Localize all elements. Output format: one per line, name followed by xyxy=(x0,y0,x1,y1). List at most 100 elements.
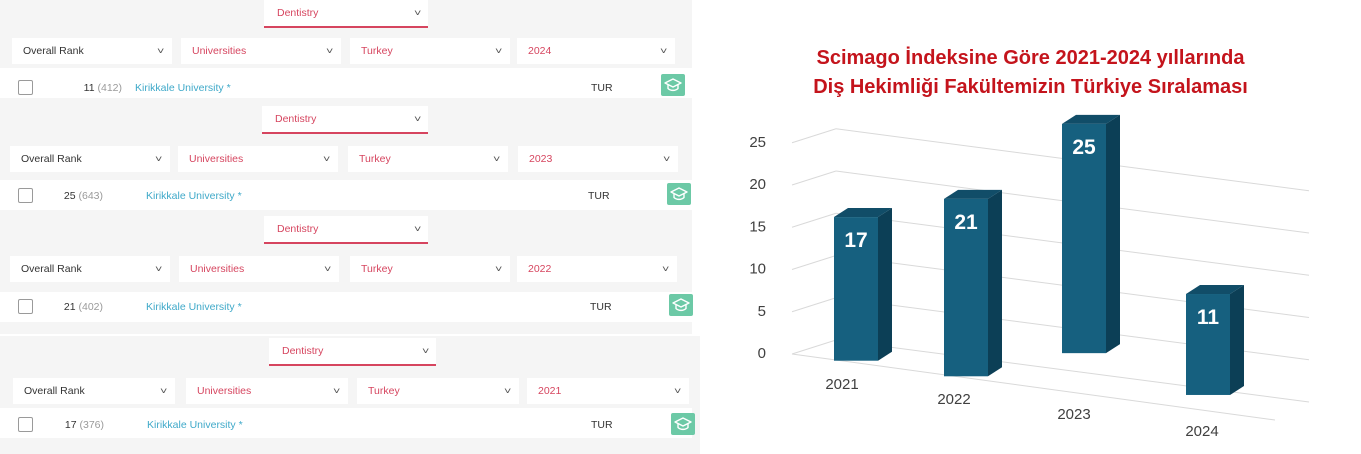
overall-rank: (643) xyxy=(78,190,103,202)
data-label: 21 xyxy=(954,211,978,234)
chevron-down-icon: ˅ xyxy=(159,386,168,396)
bar-side xyxy=(1230,285,1244,395)
year-select[interactable]: 2023 ˅ xyxy=(518,146,678,172)
chevron-down-icon: ˅ xyxy=(503,386,512,396)
gridline-depth xyxy=(791,339,837,355)
row-checkbox[interactable] xyxy=(18,299,33,314)
country-select-value: Turkey xyxy=(368,385,400,397)
bar-top xyxy=(834,208,892,218)
row-checkbox[interactable] xyxy=(18,80,33,95)
country-select[interactable]: Turkey ˅ xyxy=(357,378,519,404)
chevron-down-icon: ˅ xyxy=(154,154,163,164)
bar xyxy=(944,198,988,377)
chevron-down-icon: ˅ xyxy=(662,154,671,164)
discipline-select[interactable]: Dentistry ˅ xyxy=(264,216,428,244)
category-select[interactable]: Universities ˅ xyxy=(181,38,341,64)
university-link[interactable]: Kirikkale University * xyxy=(146,190,242,202)
category-select[interactable]: Universities ˅ xyxy=(178,146,338,172)
rank-type-select-value: Overall Rank xyxy=(21,263,82,275)
category-select[interactable]: Universities ˅ xyxy=(179,256,339,282)
ranking-chart: Scimago İndeksine Göre 2021-2024 yılları… xyxy=(700,0,1361,454)
bar xyxy=(1062,123,1106,354)
year-select[interactable]: 2022 ˅ xyxy=(517,256,677,282)
rank-type-select-value: Overall Rank xyxy=(24,385,85,397)
bar-side xyxy=(1106,114,1120,354)
table-row xyxy=(0,180,692,210)
category-select-value: Universities xyxy=(190,263,245,275)
x-tick-label: 2022 xyxy=(937,391,970,408)
y-tick-label: 20 xyxy=(749,176,766,193)
country-rank: 17 xyxy=(64,419,77,431)
discipline-select[interactable]: Dentistry ˅ xyxy=(264,0,428,28)
discipline-select-value: Dentistry xyxy=(282,345,324,357)
bar-top xyxy=(944,189,1002,199)
year-select-value: 2022 xyxy=(528,263,552,275)
discipline-select[interactable]: Dentistry ˅ xyxy=(269,338,436,366)
rank-type-select-value: Overall Rank xyxy=(21,153,82,165)
bar-side xyxy=(988,189,1002,377)
country-code: TUR xyxy=(591,82,613,94)
bar xyxy=(1186,294,1230,395)
rank-type-select[interactable]: Overall Rank ˅ xyxy=(10,256,170,282)
gridline-depth xyxy=(791,170,837,186)
category-select-value: Universities xyxy=(192,45,247,57)
chevron-down-icon: ˅ xyxy=(492,154,501,164)
graduation-cap-icon[interactable] xyxy=(667,183,691,205)
floor-edge xyxy=(791,353,1276,421)
country-code: TUR xyxy=(590,301,612,313)
discipline-select-value: Dentistry xyxy=(277,223,319,235)
country-select[interactable]: Turkey ˅ xyxy=(350,38,510,64)
row-checkbox[interactable] xyxy=(18,188,33,203)
year-select[interactable]: 2024 ˅ xyxy=(517,38,675,64)
chevron-down-icon: ˅ xyxy=(413,114,422,124)
chevron-down-icon: ˅ xyxy=(154,264,163,274)
graduation-cap-icon[interactable] xyxy=(671,413,695,435)
year-select-value: 2021 xyxy=(538,385,562,397)
university-link[interactable]: Kirikkale University * xyxy=(135,82,231,94)
chevron-down-icon: ˅ xyxy=(661,264,670,274)
discipline-select-value: Dentistry xyxy=(277,7,319,19)
rank-type-select[interactable]: Overall Rank ˅ xyxy=(12,38,172,64)
discipline-select-value: Dentistry xyxy=(275,113,317,125)
country-code: TUR xyxy=(588,190,610,202)
y-tick-label: 25 xyxy=(749,134,766,151)
discipline-select[interactable]: Dentistry ˅ xyxy=(262,106,428,134)
data-label: 17 xyxy=(844,229,867,252)
rank-type-select[interactable]: Overall Rank ˅ xyxy=(10,146,170,172)
chevron-down-icon: ˅ xyxy=(413,224,422,234)
chart-title-line-2: Diş Hekimliği Fakültemizin Türkiye Sıral… xyxy=(813,76,1248,98)
country-select-value: Turkey xyxy=(359,153,391,165)
overall-rank: (412) xyxy=(97,82,122,94)
table-row xyxy=(0,68,692,98)
country-rank: 11 xyxy=(83,82,95,94)
rank-value: 17 (376) xyxy=(44,418,104,432)
rank-type-select[interactable]: Overall Rank ˅ xyxy=(13,378,175,404)
university-link[interactable]: Kirikkale University * xyxy=(147,419,243,431)
chart-title: Scimago İndeksine Göre 2021-2024 yılları… xyxy=(700,44,1361,102)
graduation-cap-icon[interactable] xyxy=(669,294,693,316)
country-select-value: Turkey xyxy=(361,45,393,57)
chart-title-line-1: Scimago İndeksine Göre 2021-2024 yılları… xyxy=(816,47,1245,69)
ranking-screenshots: Dentistry ˅ Overall Rank ˅ Universities ˅ Turk… xyxy=(0,0,695,435)
x-tick-label: 2021 xyxy=(825,376,858,393)
year-select[interactable]: 2021 ˅ xyxy=(527,378,689,404)
year-select-value: 2024 xyxy=(528,45,552,57)
category-select[interactable]: Universities ˅ xyxy=(186,378,348,404)
rank-value: 25 (643) xyxy=(43,189,103,203)
x-tick-label: 2023 xyxy=(1057,406,1090,423)
chart-plot: 0 5 10 15 20 25 17 2021 21 2022 25 2023 11 2024 xyxy=(749,114,1310,440)
chevron-down-icon: ˅ xyxy=(673,386,682,396)
bar xyxy=(834,217,878,361)
graduation-cap-icon[interactable] xyxy=(661,74,685,96)
chevron-down-icon: ˅ xyxy=(494,46,503,56)
gridline-depth xyxy=(791,255,837,270)
country-select[interactable]: Turkey ˅ xyxy=(348,146,508,172)
data-label: 25 xyxy=(1072,136,1096,159)
table-row xyxy=(0,292,692,322)
country-select[interactable]: Turkey ˅ xyxy=(350,256,510,282)
year-select-value: 2023 xyxy=(529,153,553,165)
rank-value: 21 (402) xyxy=(43,300,103,314)
row-checkbox[interactable] xyxy=(18,417,33,432)
university-link[interactable]: Kirikkale University * xyxy=(146,301,242,313)
gridline-depth xyxy=(791,212,837,228)
